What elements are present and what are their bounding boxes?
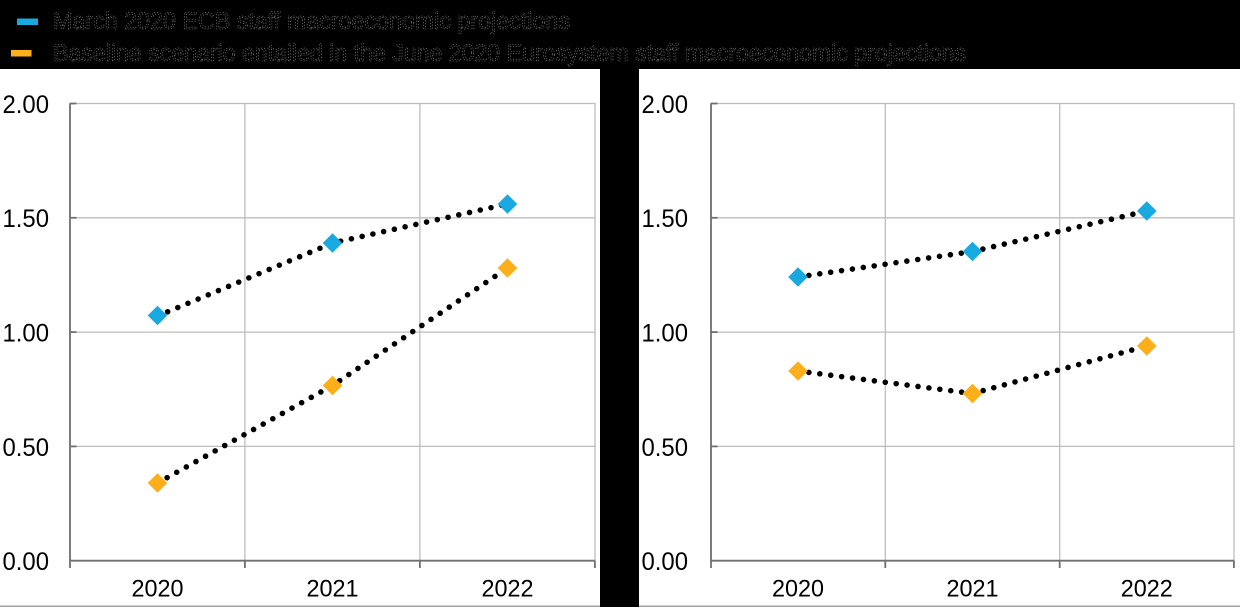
svg-text:Baseline scenario entailed in: Baseline scenario entailed in the June 2… bbox=[53, 40, 966, 67]
svg-text:2.00: 2.00 bbox=[3, 91, 50, 119]
svg-text:2020: 2020 bbox=[772, 576, 824, 603]
svg-text:2022: 2022 bbox=[482, 576, 534, 603]
svg-text:March 2020 ECB staff macroecon: March 2020 ECB staff macroeconomic proje… bbox=[53, 8, 570, 35]
svg-text:0.00: 0.00 bbox=[3, 548, 50, 576]
svg-text:2021: 2021 bbox=[307, 576, 359, 603]
svg-text:2022: 2022 bbox=[1121, 576, 1173, 603]
svg-text:2021: 2021 bbox=[947, 576, 999, 603]
svg-text:2.00: 2.00 bbox=[642, 91, 689, 119]
svg-text:1.00: 1.00 bbox=[642, 320, 689, 348]
svg-text:1.00: 1.00 bbox=[3, 320, 50, 348]
svg-text:0.00: 0.00 bbox=[642, 548, 689, 576]
svg-text:0.50: 0.50 bbox=[3, 434, 50, 462]
svg-text:2020: 2020 bbox=[132, 576, 184, 603]
svg-text:1.50: 1.50 bbox=[642, 205, 689, 233]
svg-text:1.50: 1.50 bbox=[3, 205, 50, 233]
svg-text:0.50: 0.50 bbox=[642, 434, 689, 462]
